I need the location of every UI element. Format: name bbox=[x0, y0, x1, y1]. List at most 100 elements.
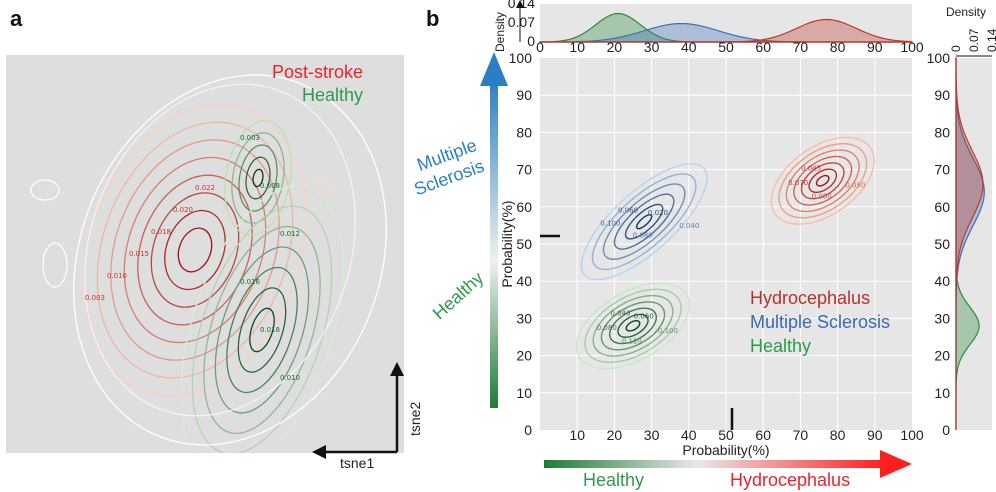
legend-hydrocephalus: Hydrocephalus bbox=[750, 288, 870, 308]
panel-b: b 0.0500.0600.0700.0450.0400.0800.1000.0… bbox=[411, 0, 996, 490]
panel-a-contours: 0.003 0.010 0.015 0.018 0.020 0.022 0.003 0.008… bbox=[30, 74, 387, 453]
contour-hydrocephalus bbox=[770, 136, 875, 225]
contour-ms bbox=[635, 214, 653, 230]
main-x-tick-label: 50 bbox=[718, 427, 734, 443]
panel-a-contour-healthy-upper bbox=[245, 156, 271, 200]
right-density-label: Density bbox=[946, 5, 986, 19]
x-arrow-label-hydrocephalus: Hydrocephalus bbox=[730, 470, 850, 490]
panel-a-contour-label-post-stroke: 0.015 bbox=[129, 250, 149, 258]
main-x-tick-label: 10 bbox=[569, 427, 585, 443]
contour-label-hydrocephalus: 0.060 bbox=[812, 192, 832, 200]
main-y-tick-label: 70 bbox=[516, 162, 532, 178]
panel-a-contour-label-post-stroke: 0.022 bbox=[195, 184, 215, 192]
right-density-hydrocephalus bbox=[955, 57, 984, 430]
main-x-tick-label: 100 bbox=[900, 427, 924, 443]
top-density-background bbox=[540, 4, 912, 42]
contour-label-healthy: 0.040 bbox=[610, 310, 630, 318]
y-gradient-arrow: Multiple Sclerosis Healthy bbox=[411, 52, 508, 408]
main-x-tick-label: 70 bbox=[793, 427, 809, 443]
panel-a-contour-island bbox=[314, 176, 336, 194]
main-ticks: 10 20 30 40 50 60 70 80 90 100 0 10 20 30 40 50 60 70 80 90… bbox=[509, 50, 924, 443]
y-gradient-arrowhead bbox=[480, 52, 508, 86]
contour-healthy bbox=[575, 282, 691, 370]
contour-ms bbox=[602, 183, 686, 260]
main-y-tick-label: 90 bbox=[516, 87, 532, 103]
top-y-tick-label: 0 bbox=[527, 33, 535, 49]
top-density-axis-head bbox=[516, 0, 524, 8]
main-grid bbox=[540, 58, 912, 430]
top-x-tick-label: 70 bbox=[793, 39, 809, 55]
right-y-tick-label: 30 bbox=[934, 310, 950, 326]
panel-a-contour-healthy bbox=[180, 185, 344, 453]
panel-a-contour-healthy bbox=[203, 225, 321, 435]
main-x-tick-label: 40 bbox=[681, 427, 697, 443]
panel-a-contour-label-post-stroke: 0.018 bbox=[151, 228, 171, 236]
main-y-tick-label: 60 bbox=[516, 199, 532, 215]
panel-a-contour-island bbox=[42, 242, 68, 288]
panel-a-contour-post-stroke bbox=[137, 174, 253, 326]
panel-a-contour-healthy-upper bbox=[252, 168, 264, 188]
main-y-tick-label: 80 bbox=[516, 124, 532, 140]
contour-ms bbox=[591, 173, 697, 271]
panel-b-letter: b bbox=[426, 6, 439, 31]
panel-a-contour-post-stroke bbox=[110, 139, 280, 361]
top-x-tick-label: 10 bbox=[569, 39, 585, 55]
panel-a-contour-label-post-stroke: 0.010 bbox=[107, 272, 127, 280]
top-x-tick-label: 0 bbox=[536, 39, 544, 55]
contour-hydrocephalus bbox=[793, 155, 853, 206]
contour-hydrocephalus bbox=[800, 162, 845, 200]
contour-hydrocephalus bbox=[778, 143, 868, 219]
y-arrow-label-healthy: Healthy bbox=[429, 268, 488, 324]
panel-a-contour-island bbox=[30, 179, 60, 201]
panel-a-letter: a bbox=[10, 6, 23, 31]
y-gradient-bar bbox=[490, 80, 498, 408]
right-x-tick-label: 0.07 bbox=[967, 28, 981, 52]
top-x-tick-label: 60 bbox=[755, 39, 771, 55]
main-y-tick-label: 0 bbox=[524, 422, 532, 438]
tsne1-label: tsne1 bbox=[340, 455, 374, 471]
contour-label-hydrocephalus: 0.070 bbox=[788, 179, 808, 187]
top-x-tick-label: 20 bbox=[607, 39, 623, 55]
top-y-tick-label: 0.07 bbox=[508, 14, 535, 30]
contour-healthy bbox=[584, 288, 682, 364]
right-x-tick-label: 0 bbox=[949, 45, 963, 52]
panel-a-contour-healthy-upper bbox=[238, 144, 278, 212]
main-ylabel: Probability(%) bbox=[499, 200, 515, 287]
contour-label-ms: 0.040 bbox=[679, 222, 699, 230]
contour-healthy bbox=[609, 307, 657, 345]
main-y-tick-label: 100 bbox=[509, 50, 533, 66]
contour-hydrocephalus bbox=[808, 168, 838, 194]
panel-a: a 0.0030.0100.0150.0180.0200.0220.0030.0… bbox=[6, 6, 423, 471]
contour-label-healthy: 0.080 bbox=[597, 324, 617, 332]
contour-label-healthy: 0.120 bbox=[622, 338, 642, 346]
panel-a-contour-label-post-stroke: 0.003 bbox=[85, 294, 105, 302]
panel-a-contour-outer bbox=[84, 83, 356, 417]
right-y-tick-label: 90 bbox=[934, 87, 950, 103]
top-density-hydrocephalus bbox=[540, 18, 913, 43]
main-y-tick-label: 20 bbox=[516, 348, 532, 364]
panel-a-contour-healthy-upper bbox=[231, 132, 285, 224]
top-x-tick-label: 30 bbox=[644, 39, 660, 55]
right-y-tick-label: 40 bbox=[934, 273, 950, 289]
right-y-tick-label: 0 bbox=[942, 422, 950, 438]
panel-a-contour-post-stroke bbox=[123, 156, 267, 344]
panel-a-contour-healthy bbox=[191, 205, 333, 453]
panel-a-contour-label-healthy: 0.018 bbox=[260, 326, 280, 334]
panel-a-contour-label-healthy: 0.012 bbox=[280, 230, 300, 238]
contour-label-hydrocephalus: 0.050 bbox=[845, 182, 865, 190]
panel-a-contour-post-stroke bbox=[150, 192, 240, 308]
main-contours: 0.050 0.060 0.070 0.045 0.040 0.080 0.100 0.060… bbox=[575, 136, 875, 370]
contour-healthy bbox=[617, 313, 649, 338]
right-density bbox=[955, 57, 985, 430]
panel-a-contour-outer bbox=[73, 74, 387, 446]
contour-healthy bbox=[600, 301, 666, 351]
top-x-tick-label: 100 bbox=[900, 39, 924, 55]
contour-label-healthy: 0.100 bbox=[658, 327, 678, 335]
main-y-tick-label: 40 bbox=[516, 273, 532, 289]
x-gradient-bar bbox=[544, 460, 884, 468]
main-x-tick-label: 90 bbox=[867, 427, 883, 443]
contour-ms bbox=[613, 193, 675, 250]
contour-label-healthy: 0.060 bbox=[634, 312, 654, 320]
